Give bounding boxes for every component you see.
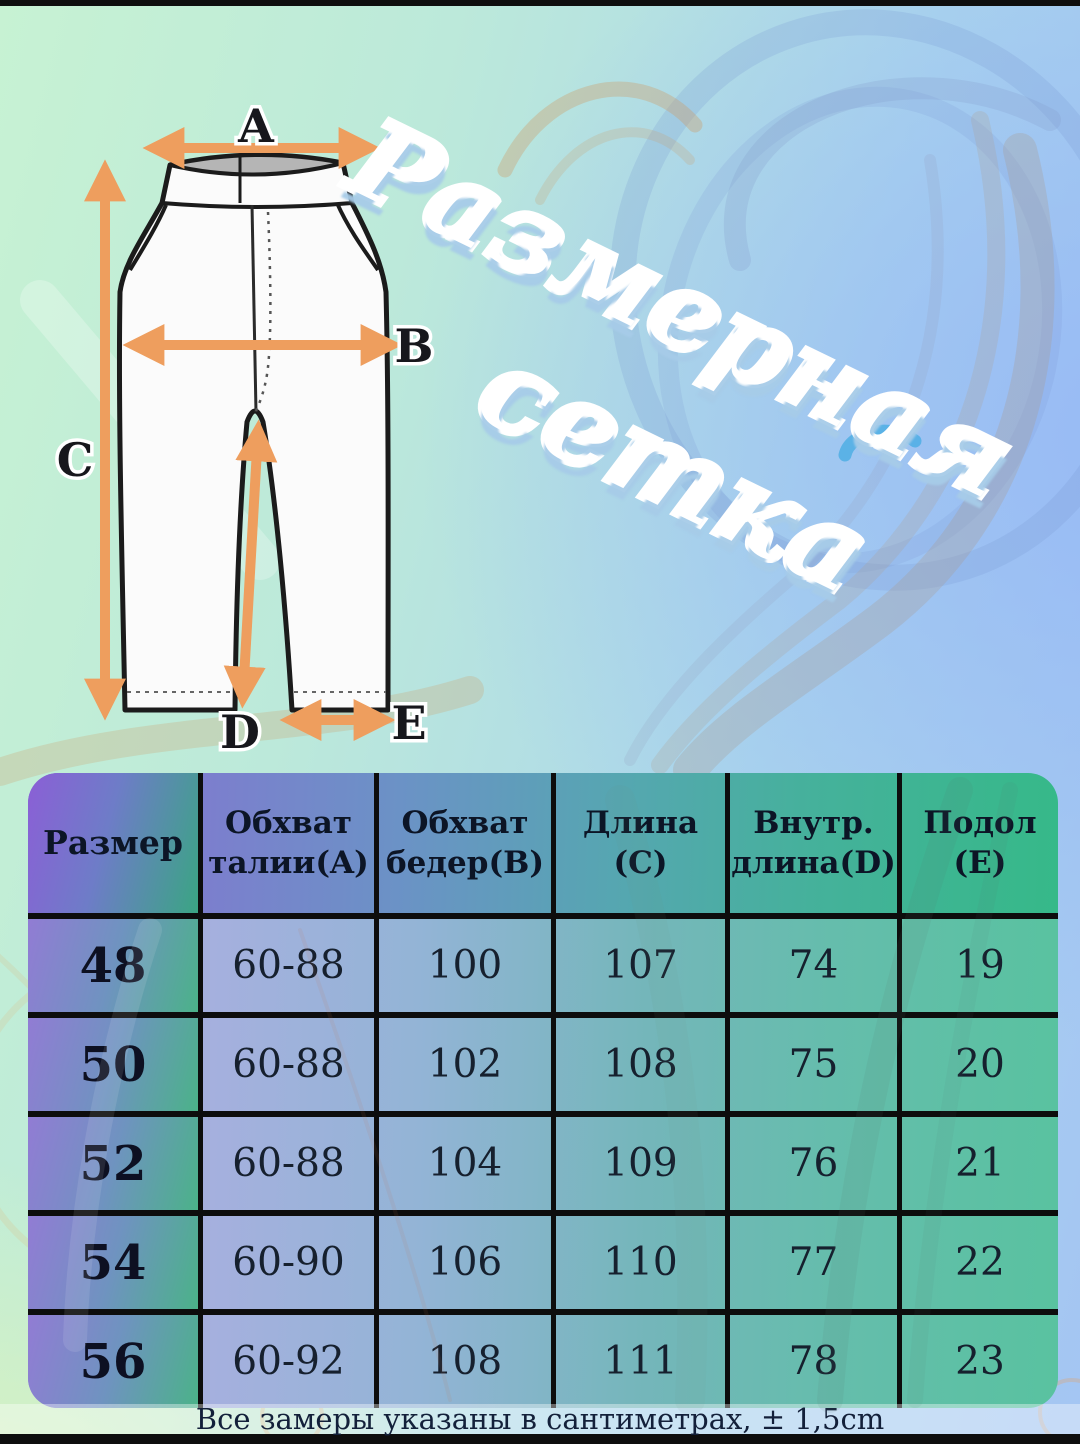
- cell-hem: 20: [897, 1018, 1058, 1111]
- header-size: Размер: [28, 773, 198, 913]
- table-header-row: Размер Обхват талии(A) Обхват бедер(B) Дли…: [28, 773, 1058, 913]
- table-row: 48 60-88 100 107 74 19: [28, 913, 1058, 1012]
- cell-hem: 21: [897, 1117, 1058, 1210]
- bottom-border-bar: [0, 1434, 1080, 1444]
- cell-hips: 104: [374, 1117, 551, 1210]
- fly-seam: [250, 204, 258, 413]
- table-row: 52 60-88 104 109 76 21: [28, 1111, 1058, 1210]
- cell-hips: 106: [374, 1216, 551, 1309]
- cell-length: 110: [551, 1216, 725, 1309]
- cell-size: 52: [28, 1117, 198, 1210]
- cell-waist: 60-92: [198, 1315, 374, 1408]
- header-hem: Подол (E): [897, 773, 1058, 913]
- header-waist: Обхват талии(A): [198, 773, 374, 913]
- cell-waist: 60-88: [198, 919, 374, 1012]
- footer-strip: Все замеры указаны в сантиметрах, ± 1,5c…: [0, 1402, 1080, 1436]
- table-row: 54 60-90 106 110 77 22: [28, 1210, 1058, 1309]
- top-border-bar: [0, 0, 1080, 6]
- table-row: 50 60-88 102 108 75 20: [28, 1012, 1058, 1111]
- cell-length: 111: [551, 1315, 725, 1408]
- header-hips: Обхват бедер(B): [374, 773, 551, 913]
- measure-arrows: [84, 127, 403, 741]
- label-A: A: [237, 99, 275, 153]
- cell-inseam: 78: [725, 1315, 897, 1408]
- fly-stitch: [254, 211, 272, 412]
- cell-length: 109: [551, 1117, 725, 1210]
- table-row: 56 60-92 108 111 78 23: [28, 1309, 1058, 1408]
- label-B: B: [395, 319, 434, 373]
- cell-hips: 102: [374, 1018, 551, 1111]
- header-inseam: Внутр. длина(D): [725, 773, 897, 913]
- header-length: Длина (C): [551, 773, 725, 913]
- cell-size: 56: [28, 1315, 198, 1408]
- cell-waist: 60-90: [198, 1216, 374, 1309]
- cell-hips: 100: [374, 919, 551, 1012]
- cell-inseam: 76: [725, 1117, 897, 1210]
- cell-waist: 60-88: [198, 1018, 374, 1111]
- cell-length: 108: [551, 1018, 725, 1111]
- cell-size: 54: [28, 1216, 198, 1309]
- cell-size: 50: [28, 1018, 198, 1111]
- footer-note: Все замеры указаны в сантиметрах, ± 1,5c…: [195, 1402, 885, 1436]
- size-table: Размер Обхват талии(A) Обхват бедер(B) Дли…: [28, 773, 1058, 1408]
- pants-measurement-diagram: A B C D E: [53, 96, 437, 761]
- cell-inseam: 74: [725, 919, 897, 1012]
- cell-hem: 23: [897, 1315, 1058, 1408]
- cell-waist: 60-88: [198, 1117, 374, 1210]
- cell-size: 48: [28, 919, 198, 1012]
- cell-inseam: 75: [725, 1018, 897, 1111]
- cell-hem: 22: [897, 1216, 1058, 1309]
- label-C: C: [57, 433, 94, 487]
- label-E: E: [391, 696, 426, 750]
- left-pocket: [128, 204, 168, 272]
- cell-hem: 19: [897, 919, 1058, 1012]
- right-pocket: [335, 202, 380, 272]
- cell-inseam: 77: [725, 1216, 897, 1309]
- cell-length: 107: [551, 919, 725, 1012]
- label-D: D: [220, 705, 260, 759]
- cell-hips: 108: [374, 1315, 551, 1408]
- arrow-D-inseam: [223, 419, 278, 709]
